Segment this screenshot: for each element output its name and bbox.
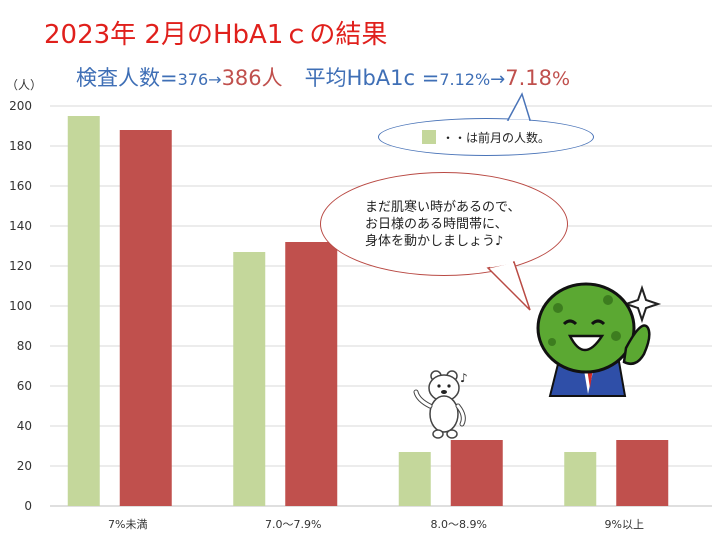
y-tick-label: 120 bbox=[9, 259, 32, 273]
bar bbox=[616, 440, 669, 506]
x-tick-label: 7%未満 bbox=[108, 518, 147, 531]
x-tick-label: 7.0〜7.9% bbox=[265, 518, 321, 531]
y-tick-label: 0 bbox=[24, 499, 32, 513]
bar bbox=[450, 440, 503, 506]
y-tick-label: 20 bbox=[17, 459, 32, 473]
bar bbox=[398, 452, 431, 506]
speech-line: お日様のある時間帯に、 bbox=[365, 217, 508, 232]
bar bbox=[119, 130, 172, 506]
page-title: 2023年 2月のHbA1ｃの結果 bbox=[44, 20, 388, 50]
count-previous: 376→ bbox=[177, 70, 222, 89]
bar bbox=[233, 252, 266, 506]
green-ball-mascot-icon bbox=[536, 282, 662, 397]
average-arrow: → bbox=[490, 69, 506, 90]
sparkle-icon bbox=[622, 284, 662, 324]
speech-bubble: まだ肌寒い時があるので、 お日様のある時間帯に、 身体を動かしましょう♪ bbox=[320, 172, 568, 276]
average-unit: % bbox=[552, 68, 571, 90]
y-tick-label: 200 bbox=[9, 99, 32, 113]
count-label: 検査人数= bbox=[76, 66, 178, 90]
y-tick-label: 160 bbox=[9, 179, 32, 193]
speech-line: 身体を動かしましょう♪ bbox=[365, 234, 504, 249]
average-previous: 7.12% bbox=[439, 70, 491, 89]
legend-note: ・・は前月の人数。 bbox=[378, 118, 594, 156]
polar-bear-icon: ♪ bbox=[413, 370, 468, 439]
bar bbox=[67, 116, 100, 506]
y-tick-label: 60 bbox=[17, 379, 32, 393]
summary-stats: 検査人数=376→386人 平均HbA1c =7.12%→7.18% bbox=[76, 62, 570, 92]
x-tick-label: 8.0〜8.9% bbox=[431, 518, 487, 531]
bar bbox=[285, 242, 338, 506]
speech-line: まだ肌寒い時があるので、 bbox=[365, 200, 521, 215]
y-tick-label: 100 bbox=[9, 299, 32, 313]
y-tick-label: 40 bbox=[17, 419, 32, 433]
average-current: 7.18 bbox=[505, 66, 553, 90]
legend-note-text: ・・は前月の人数。 bbox=[441, 130, 550, 145]
y-axis-unit: （人） bbox=[6, 78, 43, 92]
legend-swatch-previous bbox=[421, 130, 436, 144]
y-tick-label: 80 bbox=[17, 339, 32, 353]
y-tick-label: 140 bbox=[9, 219, 32, 233]
music-note-icon: ♪ bbox=[460, 371, 468, 385]
y-tick-label: 180 bbox=[9, 139, 32, 153]
average-label: 平均HbA1c = bbox=[304, 66, 440, 90]
count-current: 386人 bbox=[221, 66, 283, 90]
x-tick-label: 9%以上 bbox=[605, 518, 644, 531]
bar bbox=[564, 452, 597, 506]
